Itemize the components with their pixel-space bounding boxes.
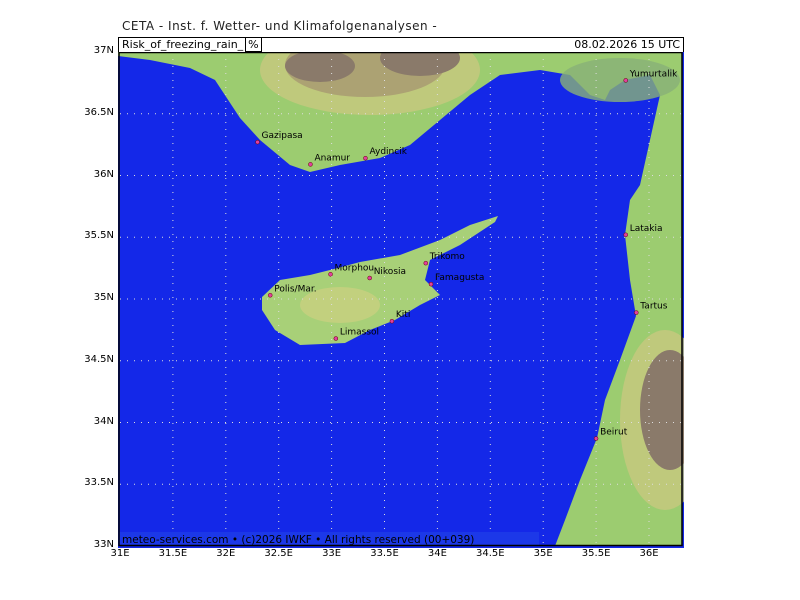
city-label: Morphou [335,263,375,273]
city-label: Trikomo [429,252,466,262]
lat-label: 35N [93,292,114,303]
city-label: Anamur [314,153,350,163]
header-title: CETA - Inst. f. Wetter- und Klimafolgena… [122,19,438,33]
city-label: Famagusta [435,273,484,283]
graticule [120,52,682,546]
lon-label: 35.5E [581,548,611,559]
lat-label: 36.5N [84,106,114,118]
lon-label: 33E [322,548,342,559]
lat-label: 34N [93,415,114,427]
city-label: Aydincik [369,147,407,157]
cities: Gazipasa Anamur Aydincik Yumurtalik Latakia T… [255,69,678,441]
unit-label: % [245,37,262,52]
city-marker: Famagusta [428,273,484,287]
lat-label: 36N [93,168,114,180]
city-marker: Aydincik [363,147,408,161]
turkey-syria-coast [118,52,682,546]
city-marker: Trikomo [423,252,466,266]
city-marker: Limassol [333,328,379,341]
lat-label: 34.5N [84,353,114,365]
city-marker: Gazipasa [255,131,303,145]
valid-time: 08.02.2026 15 UTC [574,38,680,51]
city-marker: Morphou [328,263,375,277]
city-label: Yumurtalik [629,69,678,79]
city-marker: Nikosia [367,267,406,281]
city-label: Kiti [396,310,410,320]
city-marker: Yumurtalik [623,69,678,83]
city-label: Limassol [340,328,379,338]
lat-label: 35.5N [84,230,114,242]
copyright-footer: meteo-services.com • (c)2026 IWKF • All … [122,534,475,546]
lon-label: 31.5E [158,548,188,559]
lat-label: 37N [93,45,114,56]
variable-label: Risk_of_freezing_rain_% [122,37,262,52]
city-marker: Polis/Mar. [267,284,317,298]
city-marker: Tartus [634,302,668,315]
land [118,52,684,546]
city-marker: Anamur [308,153,350,167]
city-label: Polis/Mar. [274,284,316,294]
city-label: Tartus [639,302,667,312]
city-label: Beirut [600,428,628,438]
lat-label: 33.5N [84,477,114,489]
lon-label: 36E [639,548,659,559]
lon-label: 35E [533,548,553,559]
lon-label: 32.5E [264,548,293,559]
lon-label: 31E [110,548,130,559]
lat-label: 33N [93,539,114,550]
city-label: Latakia [630,224,663,234]
lon-label: 34E [427,548,447,559]
lon-label: 34.5E [476,548,505,559]
footer-band [119,532,539,545]
city-label: Gazipasa [262,131,303,141]
variable-name: Risk_of_freezing_rain_ [122,38,244,51]
city-marker: Latakia [623,224,663,238]
map-canvas: Gazipasa Anamur Aydincik Yumurtalik Latakia T… [118,52,684,548]
city-label: Nikosia [374,267,406,277]
lon-label: 32E [216,548,236,559]
city-marker: Kiti [389,310,410,324]
city-marker: Beirut [593,428,628,441]
title-bar: Risk_of_freezing_rain_% 08.02.2026 15 UT… [118,37,684,53]
lon-label: 33.5E [370,548,399,559]
